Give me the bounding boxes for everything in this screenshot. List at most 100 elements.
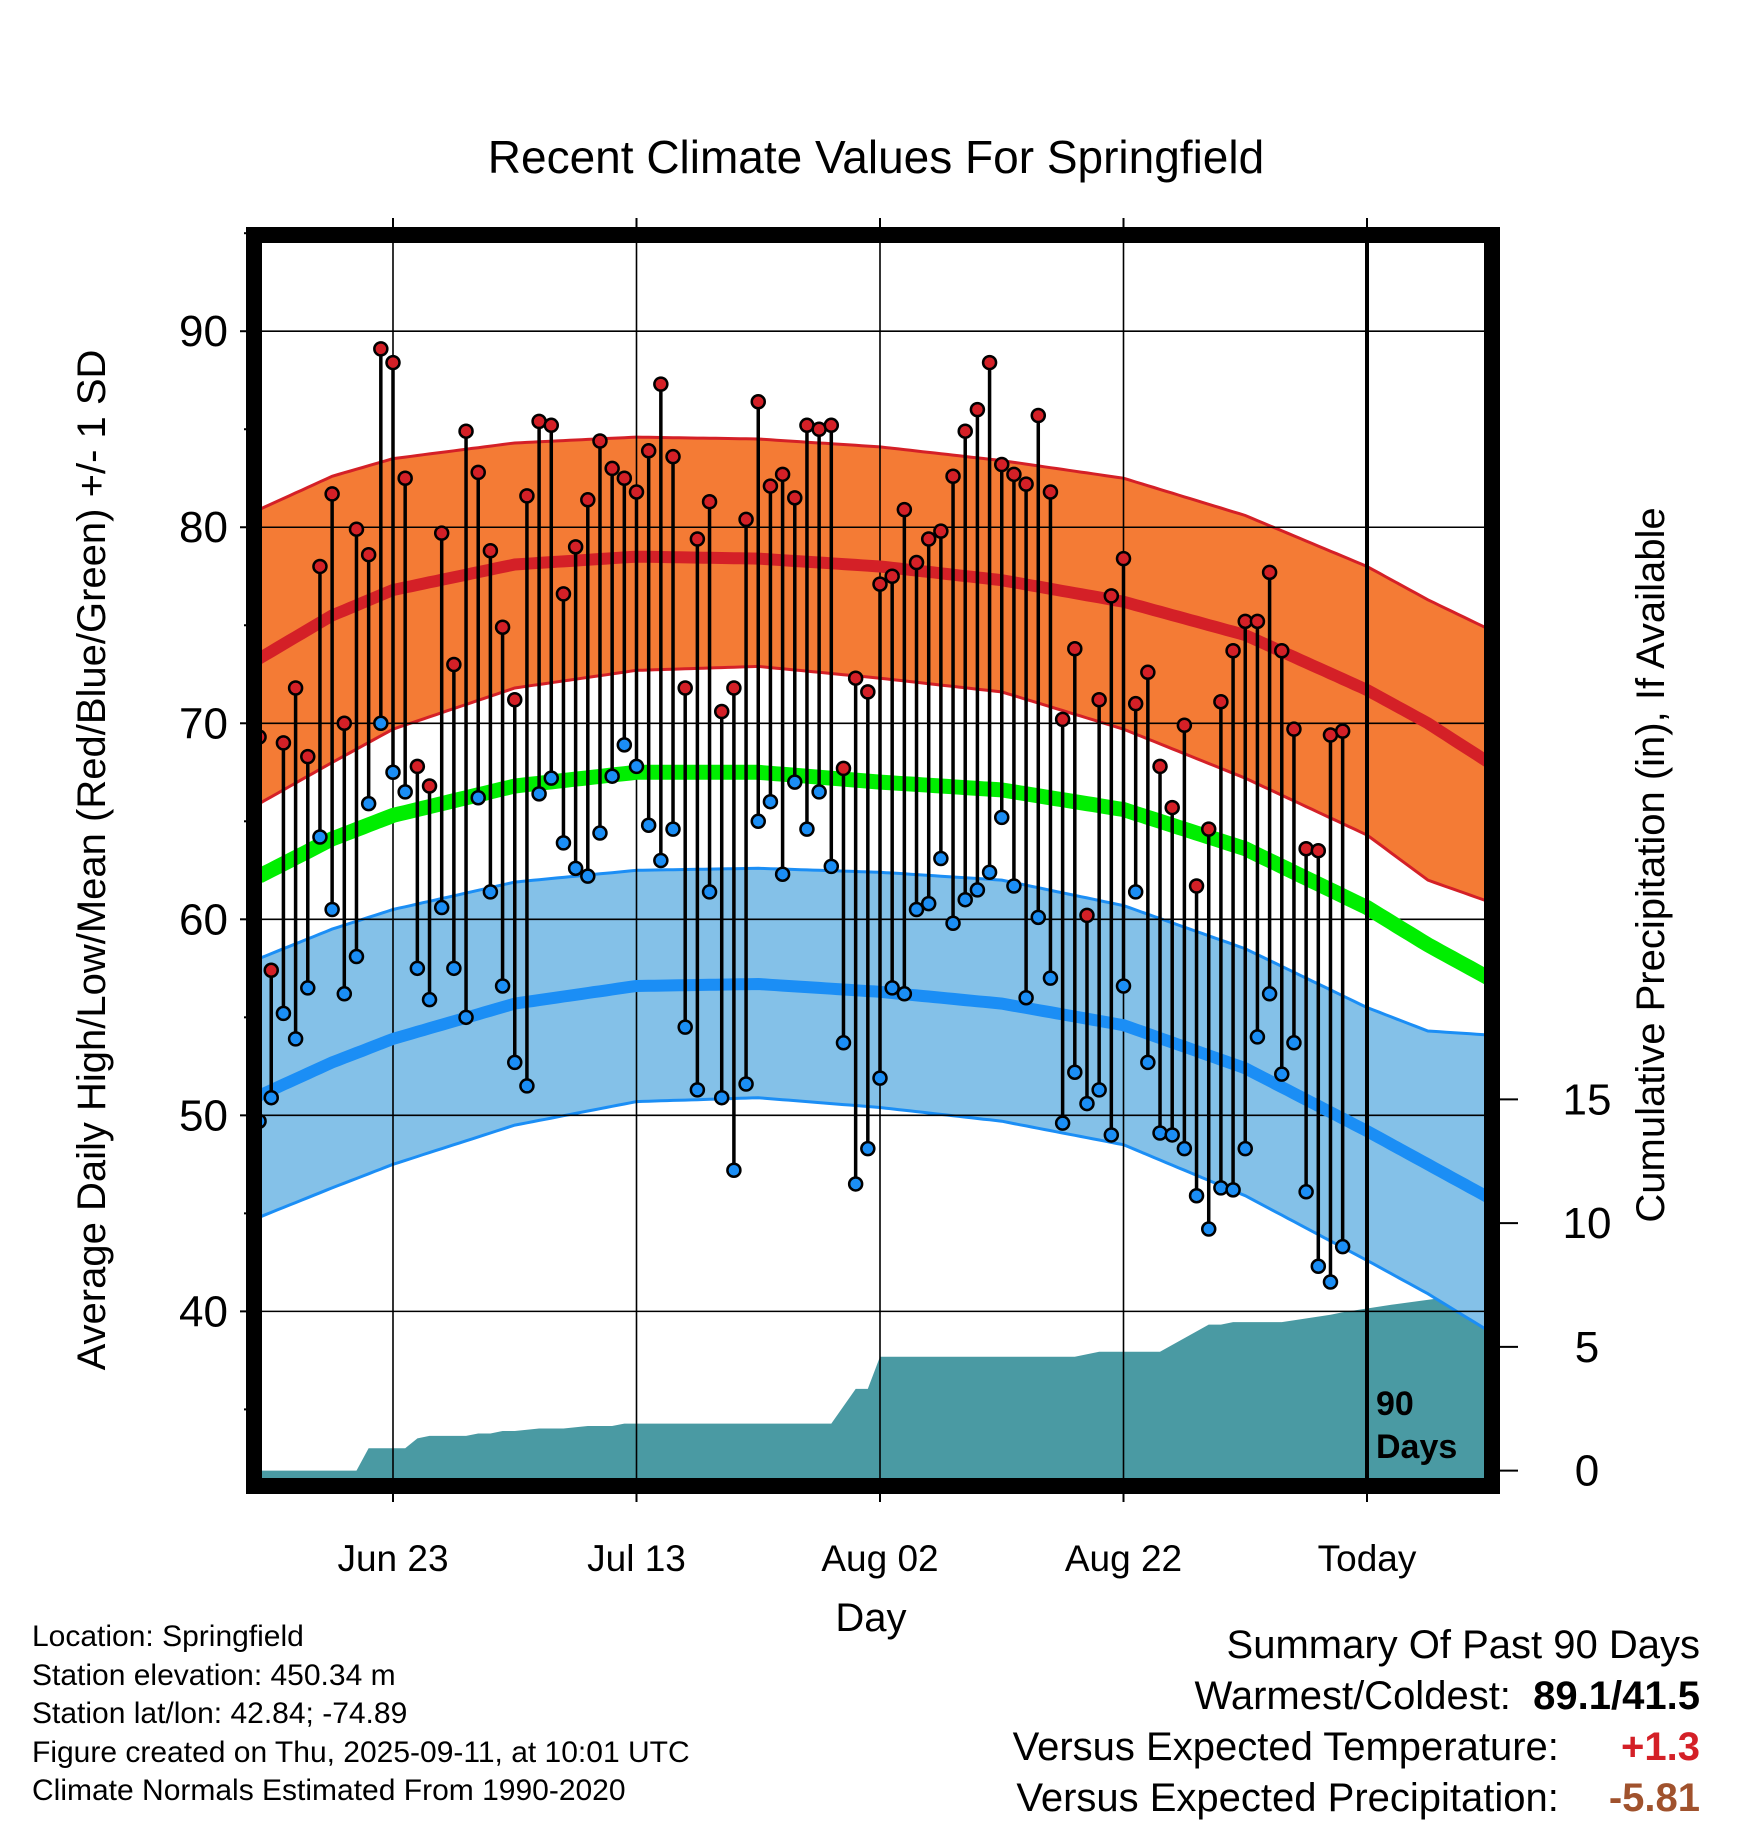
precip-label: Versus Expected Precipitation: — [1016, 1776, 1559, 1820]
daily-high-point — [300, 748, 316, 765]
daily-low-point — [482, 884, 499, 900]
normals-text: Climate Normals Estimated From 1990-2020 — [32, 1774, 626, 1807]
daily-low-point — [1188, 1187, 1205, 1204]
daily-high-point — [1140, 664, 1156, 681]
daily-low-point — [933, 850, 949, 867]
today-days-number: 90 — [1376, 1385, 1414, 1423]
daily-high-point — [908, 554, 925, 571]
daily-low-point — [957, 891, 973, 908]
daily-high-point — [543, 417, 560, 434]
daily-high-point — [567, 539, 584, 555]
precipitation-area — [252, 1294, 1489, 1478]
normal-mean-line — [255, 764, 1493, 985]
y-tick-label: 40 — [179, 1287, 228, 1336]
daily-low-point — [713, 1089, 730, 1106]
daily-low-point — [884, 980, 900, 996]
temp-label: Versus Expected Temperature: — [1012, 1725, 1559, 1769]
x-tick-label: Aug 02 — [821, 1538, 938, 1579]
daily-low-point — [835, 1035, 852, 1051]
coldest-value: 41.5 — [1622, 1674, 1700, 1718]
daily-high-point — [604, 460, 620, 477]
daily-low-point — [336, 986, 353, 1002]
warm-cold-values: 89.1/41.5 — [1533, 1671, 1700, 1722]
daily-high-point — [1249, 613, 1266, 630]
daily-high-point — [1030, 407, 1047, 424]
daily-low-point — [1322, 1274, 1339, 1290]
x-tick-label: Aug 22 — [1065, 1538, 1182, 1579]
daily-low-point — [969, 882, 986, 898]
daily-low-point — [360, 795, 377, 812]
daily-low-point — [1152, 1125, 1168, 1141]
daily-low-point — [628, 758, 645, 775]
y2-axis-label: Cumulative Precipitation (in), If Availa… — [1629, 507, 1673, 1222]
daily-high-point — [787, 490, 803, 506]
daily-high-point — [1127, 695, 1144, 712]
x-axis-label: Day — [835, 1596, 906, 1640]
daily-low-point — [1115, 978, 1132, 994]
daily-high-point — [1079, 907, 1095, 924]
daily-high-point — [896, 501, 913, 518]
daily-low-point — [1261, 986, 1278, 1002]
daily-high-point — [555, 586, 572, 602]
daily-high-point — [385, 354, 401, 371]
y-tick-label: 70 — [179, 699, 228, 748]
daily-high-point — [994, 456, 1010, 473]
daily-low-point — [507, 1054, 523, 1071]
daily-low-point — [470, 790, 486, 806]
daily-low-point — [543, 770, 560, 786]
axes-layer: 40 50 60 70 80 90 0 5 10 15 Jun 23 Jul 13 Aug 02 Aug … — [179, 218, 1611, 1579]
daily-low-point — [275, 1005, 292, 1022]
daily-high-point — [1274, 642, 1290, 659]
daily-low-point — [397, 784, 413, 800]
daily-high-point — [360, 546, 377, 563]
daily-high-point — [1054, 711, 1071, 728]
daily-low-point — [324, 901, 340, 918]
daily-high-point — [823, 417, 840, 434]
warmest-value: 89.1 — [1533, 1674, 1612, 1718]
daily-high-point — [1310, 842, 1327, 859]
daily-high-point — [1018, 476, 1034, 492]
precip-row: Versus Expected Precipitation: -5.81 — [1013, 1773, 1700, 1824]
daily-low-point — [1018, 989, 1034, 1006]
daily-high-point — [433, 525, 450, 541]
latlon-text: Station lat/lon: 42.84; -74.89 — [32, 1697, 408, 1730]
daily-high-point — [847, 670, 864, 686]
daily-low-point — [1103, 1127, 1120, 1143]
daily-high-point — [738, 511, 754, 528]
y-tick-label: 90 — [179, 307, 228, 356]
frame-layer: 90 Days — [246, 227, 1500, 1494]
daily-low-point — [287, 1031, 304, 1047]
daily-high-point — [860, 684, 876, 700]
x-tick-label: Jun 23 — [337, 1538, 448, 1579]
y2-tick-label: 10 — [1563, 1199, 1612, 1248]
daily-high-point — [324, 486, 340, 502]
daily-low-point — [373, 715, 389, 732]
daily-low-point — [872, 1070, 888, 1086]
observations-layer — [251, 341, 1351, 1290]
warm-cold-row: Warmest/Coldest: 89.1/41.5 — [1013, 1671, 1700, 1722]
daily-high-point — [592, 433, 608, 449]
daily-low-point — [896, 986, 913, 1002]
daily-high-point — [397, 470, 413, 486]
daily-low-point — [994, 809, 1010, 826]
precip-value: -5.81 — [1608, 1776, 1700, 1820]
daily-high-point — [519, 488, 535, 504]
daily-low-point — [555, 835, 572, 851]
daily-high-point — [1152, 758, 1168, 775]
created-text: Figure created on Thu, 2025-09-11, at 10… — [32, 1735, 690, 1769]
daily-high-point — [665, 448, 681, 465]
daily-high-point — [653, 376, 669, 392]
daily-high-point — [373, 341, 389, 357]
daily-low-point — [640, 817, 657, 833]
y-axis-label: Average Daily High/Low/Mean (Red/Blue/Gr… — [70, 350, 114, 1371]
daily-low-point — [409, 960, 426, 977]
daily-high-point — [1213, 693, 1229, 710]
daily-low-point — [616, 737, 633, 753]
x-tick-label: Today — [1318, 1538, 1417, 1579]
low-sd-band-upper-edge — [258, 866, 1489, 1037]
daily-high-point — [872, 576, 888, 592]
daily-high-point — [957, 423, 973, 439]
summary-heading: Summary Of Past 90 Days — [1226, 1623, 1700, 1667]
daily-low-point — [1006, 878, 1022, 894]
